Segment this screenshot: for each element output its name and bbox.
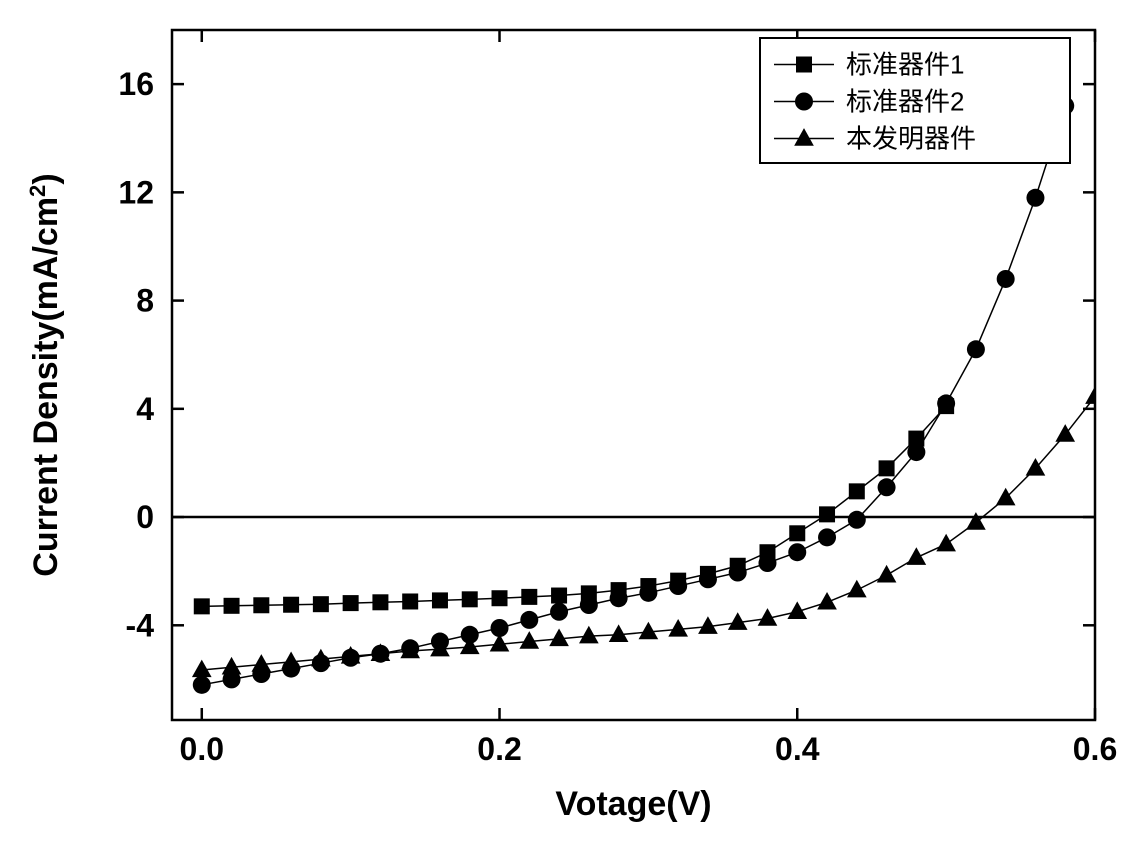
marker-circle [699, 570, 717, 588]
marker-triangle [668, 619, 688, 637]
marker-triangle [490, 634, 510, 652]
x-tick-label: 0.4 [775, 731, 820, 767]
marker-circle [669, 577, 687, 595]
x-tick-label: 0.0 [180, 731, 224, 767]
y-tick-label: 16 [118, 66, 154, 102]
marker-square [849, 483, 865, 499]
marker-circle [639, 584, 657, 602]
marker-circle [610, 589, 628, 607]
y-axis-label: Current Density(mA/cm2) [25, 173, 66, 576]
y-tick-label: 8 [136, 283, 154, 319]
marker-triangle [817, 592, 837, 610]
y-tick-label: 0 [136, 499, 154, 535]
y-tick-label: -4 [126, 607, 155, 643]
marker-triangle [192, 660, 212, 678]
marker-circle [818, 528, 836, 546]
marker-triangle [847, 580, 867, 598]
marker-triangle [222, 657, 242, 675]
series-line [202, 406, 946, 606]
marker-circle [520, 611, 538, 629]
marker-square [432, 592, 448, 608]
marker-triangle [907, 547, 927, 565]
y-tick-label: 4 [136, 391, 154, 427]
series [194, 398, 954, 614]
legend: 标准器件1 标准器件2 本发明器件 [760, 38, 1070, 163]
marker-circle [967, 340, 985, 358]
marker-square [879, 460, 895, 476]
marker-square [492, 590, 508, 606]
marker-triangle [877, 565, 897, 583]
x-tick-label: 0.6 [1073, 731, 1117, 767]
marker-triangle [966, 512, 986, 530]
marker-circle [795, 93, 813, 111]
marker-triangle [609, 624, 629, 642]
marker-circle [848, 511, 866, 529]
marker-circle [550, 603, 568, 621]
legend-label: 本发明器件 [846, 124, 976, 154]
marker-square [194, 598, 210, 614]
marker-square [313, 596, 329, 612]
marker-triangle [579, 626, 599, 644]
marker-circle [937, 394, 955, 412]
marker-triangle [936, 534, 956, 552]
marker-circle [788, 543, 806, 561]
marker-square [343, 595, 359, 611]
x-axis-label: Votage(V) [555, 785, 711, 823]
marker-triangle [1085, 386, 1105, 404]
marker-triangle [639, 622, 659, 640]
marker-circle [878, 478, 896, 496]
marker-circle [193, 676, 211, 694]
marker-square [796, 57, 812, 73]
marker-circle [997, 270, 1015, 288]
marker-square [283, 597, 299, 613]
marker-square [819, 506, 835, 522]
marker-square [462, 591, 478, 607]
marker-circle [758, 554, 776, 572]
marker-square [253, 597, 269, 613]
marker-triangle [281, 651, 301, 669]
marker-square [789, 525, 805, 541]
marker-square [551, 588, 567, 604]
marker-square [521, 589, 537, 605]
y-tick-label: 12 [118, 174, 154, 210]
marker-triangle [251, 654, 271, 672]
marker-circle [580, 596, 598, 614]
legend-label: 标准器件2 [846, 87, 964, 117]
marker-square [402, 593, 418, 609]
marker-triangle [519, 631, 539, 649]
marker-circle [1026, 189, 1044, 207]
marker-triangle [549, 628, 569, 646]
legend-label: 标准器件1 [846, 50, 964, 80]
marker-circle [729, 564, 747, 582]
marker-square [224, 598, 240, 614]
jv-curve-chart: 0.0 0.2 0.4 0.6 Votage(V) -4 0 4 8 12 16 Current De… [0, 0, 1143, 849]
chart-container: 0.0 0.2 0.4 0.6 Votage(V) -4 0 4 8 12 16 Current De… [0, 0, 1143, 849]
marker-square [372, 594, 388, 610]
series [192, 386, 1105, 677]
marker-circle [907, 443, 925, 461]
x-tick-label: 0.2 [477, 731, 521, 767]
series-line [202, 106, 1065, 685]
